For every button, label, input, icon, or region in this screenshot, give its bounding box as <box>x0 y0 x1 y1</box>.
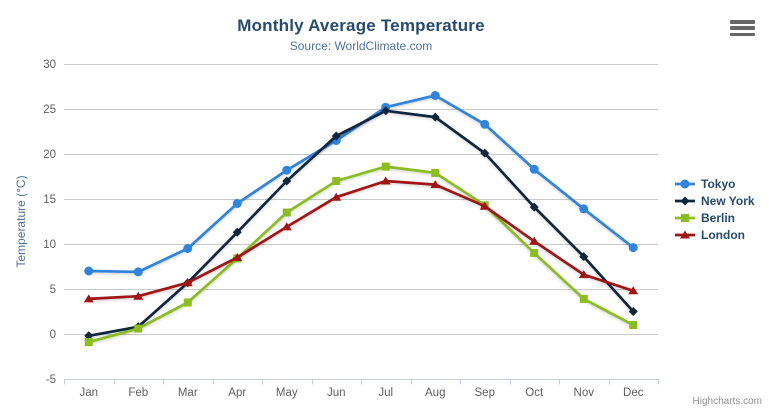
legend-label: New York <box>701 194 755 208</box>
data-point <box>84 338 93 347</box>
data-point <box>628 243 638 253</box>
x-axis-labels: Jan Feb Mar Apr May Jun Jul Aug Sep Oct Nov Dec <box>79 387 643 399</box>
legend-item-london[interactable]: London <box>674 227 755 243</box>
x-tick-label: Dec <box>623 387 644 399</box>
data-point <box>529 202 539 212</box>
data-point <box>380 176 391 185</box>
data-point <box>331 192 342 201</box>
data-point <box>83 294 94 303</box>
series-line <box>87 179 635 301</box>
chart-subtitle: Source: WorldClimate.com <box>289 39 433 53</box>
x-tick-label: Sep <box>475 387 495 399</box>
data-point <box>133 291 144 300</box>
data-point <box>529 236 540 245</box>
legend-label: Berlin <box>701 211 736 225</box>
x-tick-label: May <box>276 387 298 399</box>
data-point <box>529 164 539 174</box>
x-tick-label: Apr <box>228 387 246 399</box>
legend-item-berlin[interactable]: Berlin <box>674 210 755 226</box>
y-tick-label: 20 <box>43 149 56 161</box>
series-line <box>87 165 635 344</box>
series-tokyo[interactable] <box>84 91 638 277</box>
data-point <box>183 298 192 307</box>
chart-title: Monthly Average Temperature <box>237 16 485 35</box>
x-tick-label: Mar <box>178 387 198 399</box>
legend-label: London <box>701 228 745 242</box>
data-point <box>232 199 242 208</box>
data-point <box>281 222 292 231</box>
data-point <box>430 91 440 100</box>
data-point <box>681 214 689 222</box>
data-point <box>430 112 440 122</box>
data-point <box>530 249 539 257</box>
x-tick-label: Jun <box>327 387 346 399</box>
y-axis-title: Temperature (°C) <box>14 175 28 267</box>
data-point <box>133 267 143 277</box>
legend-symbol-diamond-icon <box>675 196 695 206</box>
legend-label: Tokyo <box>701 177 736 191</box>
legend-item-new-york[interactable]: New York <box>674 193 755 209</box>
credits-link[interactable]: Highcharts.com <box>692 396 762 407</box>
data-point <box>680 196 690 206</box>
data-point <box>282 208 291 217</box>
legend-symbol-triangle-icon <box>675 230 695 239</box>
data-point <box>629 321 638 329</box>
data-point <box>479 201 490 210</box>
data-point <box>84 266 94 276</box>
y-tick-label: 30 <box>43 59 56 71</box>
hamburger-icon <box>730 32 755 36</box>
data-point <box>182 278 193 287</box>
y-tick-label: 5 <box>50 284 56 296</box>
data-point <box>579 204 589 214</box>
hamburger-icon <box>730 20 755 24</box>
data-point <box>680 179 690 189</box>
y-tick-label: 0 <box>50 329 56 341</box>
data-point <box>381 106 391 116</box>
data-point <box>381 162 390 171</box>
y-tick-label: -5 <box>46 374 56 386</box>
data-point <box>232 227 242 237</box>
x-tick-label: Jul <box>378 387 393 399</box>
data-point <box>331 131 341 141</box>
data-point <box>579 252 589 262</box>
data-point <box>628 307 638 316</box>
data-point <box>480 148 490 158</box>
x-tick-label: Oct <box>525 387 544 399</box>
x-tick-label: Jan <box>79 387 98 399</box>
data-point <box>183 244 193 253</box>
y-gridlines <box>64 64 658 380</box>
y-tick-label: 25 <box>43 104 56 116</box>
data-point <box>578 270 589 279</box>
x-tick-label: Aug <box>425 387 445 399</box>
y-tick-label: 10 <box>43 239 56 251</box>
data-point <box>430 180 441 189</box>
data-point <box>480 119 490 129</box>
x-tick-label: Nov <box>574 387 595 399</box>
series-line <box>87 109 635 338</box>
data-point <box>282 176 292 186</box>
data-point <box>282 165 292 175</box>
legend-symbol-circle-icon <box>675 179 695 189</box>
data-point <box>134 324 143 333</box>
data-point <box>84 331 94 341</box>
y-tick-label: 15 <box>43 194 56 206</box>
data-point <box>232 253 243 261</box>
data-point <box>680 230 690 239</box>
data-point <box>579 294 588 303</box>
series-new-york[interactable] <box>84 106 638 341</box>
data-point <box>332 177 341 185</box>
data-point <box>628 286 639 295</box>
data-point <box>431 168 440 177</box>
y-axis-labels: -5 0 5 10 15 20 25 30 <box>43 59 56 386</box>
x-tick-label: Feb <box>128 387 148 399</box>
export-menu-button[interactable] <box>730 20 755 36</box>
hamburger-icon <box>730 26 755 30</box>
series-london[interactable] <box>83 176 639 303</box>
x-axis <box>64 379 659 385</box>
legend-item-tokyo[interactable]: Tokyo <box>674 176 755 192</box>
legend: Tokyo New York Berlin London <box>674 176 755 243</box>
legend-symbol-square-icon <box>675 214 695 222</box>
